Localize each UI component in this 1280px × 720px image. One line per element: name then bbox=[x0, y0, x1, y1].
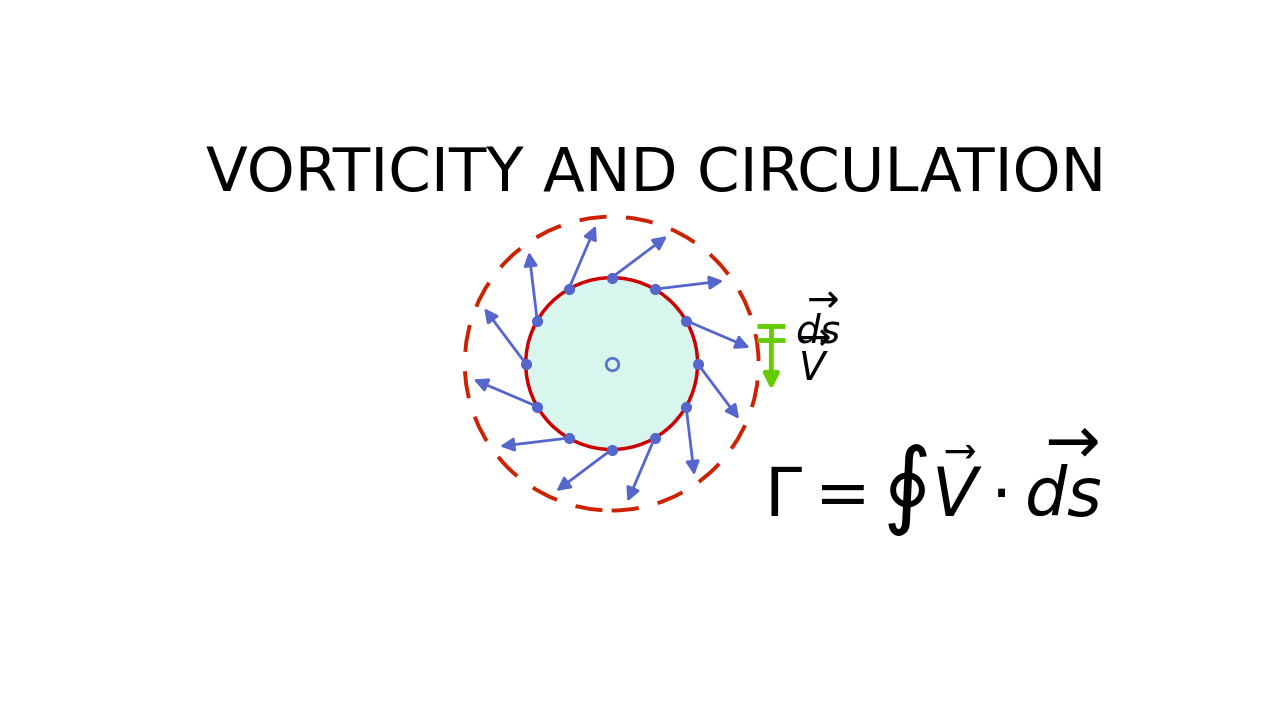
Text: VORTICITY AND CIRCULATION: VORTICITY AND CIRCULATION bbox=[206, 145, 1106, 204]
Text: $\Gamma = \oint \vec{V} \cdot \overrightarrow{ds}$: $\Gamma = \oint \vec{V} \cdot \overright… bbox=[764, 426, 1102, 539]
Text: $\overrightarrow{ds}$: $\overrightarrow{ds}$ bbox=[795, 296, 841, 351]
Text: $\overrightarrow{V}$: $\overrightarrow{V}$ bbox=[797, 335, 831, 390]
Circle shape bbox=[526, 278, 698, 449]
